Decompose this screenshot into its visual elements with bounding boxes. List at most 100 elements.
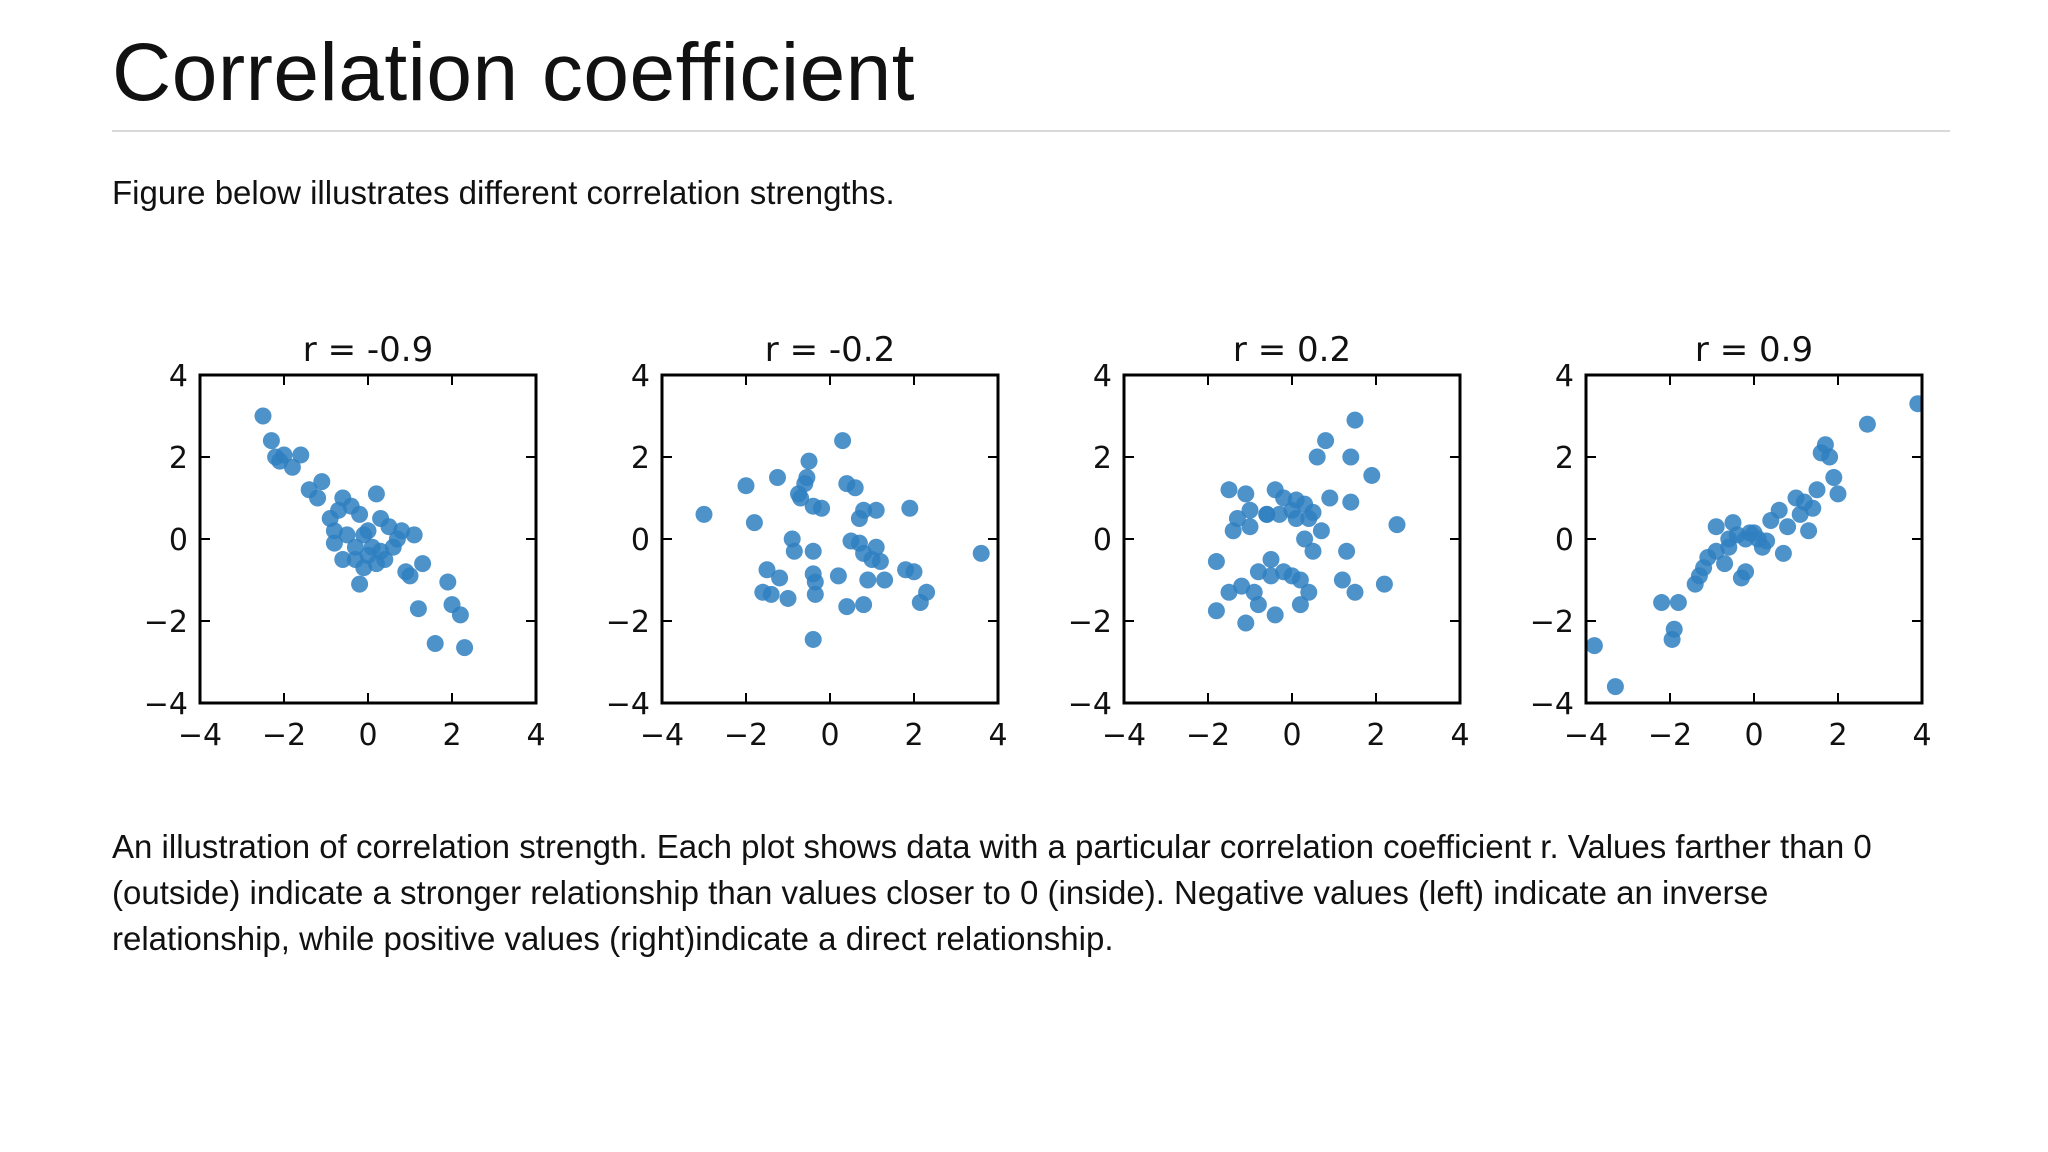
data-point xyxy=(806,573,824,591)
data-point xyxy=(901,499,919,517)
x-tick-label: 2 xyxy=(1828,718,1847,753)
data-point xyxy=(1321,489,1339,507)
data-point xyxy=(1695,559,1713,577)
y-tick-label: −4 xyxy=(606,687,650,722)
data-point xyxy=(779,589,797,607)
x-tick-label: 4 xyxy=(1912,718,1931,753)
data-point xyxy=(905,563,923,581)
data-points xyxy=(695,432,990,648)
plot-title: r = -0.9 xyxy=(303,330,433,370)
data-point xyxy=(271,452,289,470)
data-point xyxy=(292,446,310,464)
y-tick-label: −2 xyxy=(144,605,188,640)
y-tick-label: −2 xyxy=(1068,605,1112,640)
y-tick-label: 4 xyxy=(1555,359,1574,394)
y-tick-label: −4 xyxy=(1530,687,1574,722)
y-tick-label: 0 xyxy=(631,523,650,558)
data-point xyxy=(1333,571,1351,589)
data-point xyxy=(867,538,885,556)
data-point xyxy=(785,542,803,560)
x-tick-label: −4 xyxy=(1102,718,1146,753)
scatter-plot-3: r = 0.2 −4 −2 0 2 4 −4 −2 0 2 4 xyxy=(1068,330,1470,753)
y-tick-label: 0 xyxy=(169,523,188,558)
data-point xyxy=(351,505,369,523)
x-tick-label: 4 xyxy=(1450,718,1469,753)
data-point xyxy=(1663,630,1681,648)
x-tick-label: −2 xyxy=(724,718,768,753)
data-point xyxy=(1304,542,1322,560)
y-tick-label: 2 xyxy=(631,441,650,476)
plot-title: r = -0.2 xyxy=(765,330,895,370)
data-point xyxy=(1720,530,1738,548)
data-point xyxy=(334,551,352,568)
x-tick-label: −2 xyxy=(1648,718,1692,753)
data-point xyxy=(813,499,831,517)
data-point xyxy=(283,458,301,476)
data-point xyxy=(1237,614,1255,632)
data-point xyxy=(806,585,824,603)
y-tick-label: 2 xyxy=(1093,441,1112,476)
data-point xyxy=(313,473,331,491)
plot-frame xyxy=(660,373,1000,705)
plot-title: r = 0.9 xyxy=(1695,330,1813,370)
charts-panel: r = -0.9 −4 −2 0 2 4 −4 −2 0 2 4 r = -0.2 −4 −2 0 2 4 −4−… xyxy=(0,300,2048,760)
data-point xyxy=(426,635,444,653)
data-point xyxy=(745,514,763,532)
data-point xyxy=(1586,637,1603,655)
data-point xyxy=(834,432,852,450)
x-tick-label: 2 xyxy=(904,718,923,753)
y-tick-label: 0 xyxy=(1555,523,1574,558)
data-point xyxy=(401,567,419,585)
data-point xyxy=(1241,518,1259,536)
data-point xyxy=(1753,538,1771,556)
scatter-plot-4: r = 0.9 −4 −2 0 2 4 −4 −2 0 2 4 xyxy=(1530,330,1932,753)
x-tick-label: 0 xyxy=(358,718,377,753)
data-point xyxy=(1296,530,1314,548)
data-point xyxy=(769,469,786,486)
data-points xyxy=(1207,411,1406,632)
data-point xyxy=(695,505,713,523)
data-point xyxy=(859,571,877,589)
plot-title: r = 0.2 xyxy=(1233,330,1351,370)
data-point xyxy=(1317,432,1335,450)
y-tick-label: −2 xyxy=(606,605,650,640)
data-point xyxy=(1291,571,1309,589)
data-point xyxy=(1825,469,1843,486)
data-point xyxy=(800,452,818,470)
data-point xyxy=(346,538,364,556)
data-point xyxy=(771,569,789,587)
data-point xyxy=(1804,499,1822,517)
data-point xyxy=(871,553,889,571)
data-point xyxy=(1909,395,1922,413)
data-point xyxy=(1220,583,1238,601)
data-point xyxy=(1207,602,1225,620)
data-point xyxy=(338,526,356,544)
data-point xyxy=(1669,594,1687,612)
data-point xyxy=(1342,493,1360,511)
data-point xyxy=(754,583,772,601)
data-point xyxy=(855,596,873,614)
data-point xyxy=(309,489,327,507)
data-point xyxy=(405,526,423,544)
x-tick-label: −4 xyxy=(640,718,684,753)
data-points xyxy=(254,407,474,657)
data-point xyxy=(1262,551,1280,568)
data-point xyxy=(1791,505,1809,523)
x-tick-label: 0 xyxy=(1282,718,1301,753)
data-point xyxy=(1233,577,1251,595)
data-point xyxy=(829,567,847,585)
scatter-plot-1: r = -0.9 −4 −2 0 2 4 −4 −2 0 2 4 xyxy=(144,330,546,753)
y-tick-label: 0 xyxy=(1093,523,1112,558)
data-point xyxy=(1388,516,1406,534)
y-tick-label: 4 xyxy=(169,359,188,394)
data-point xyxy=(1808,481,1826,499)
data-point xyxy=(804,630,822,648)
data-point xyxy=(409,600,427,618)
data-point xyxy=(1737,563,1755,581)
y-tick-label: −4 xyxy=(1068,687,1112,722)
figure-caption: An illustration of correlation strength.… xyxy=(112,828,1872,957)
data-point xyxy=(451,606,469,624)
data-point xyxy=(867,501,885,519)
y-tick-label: 4 xyxy=(631,359,650,394)
